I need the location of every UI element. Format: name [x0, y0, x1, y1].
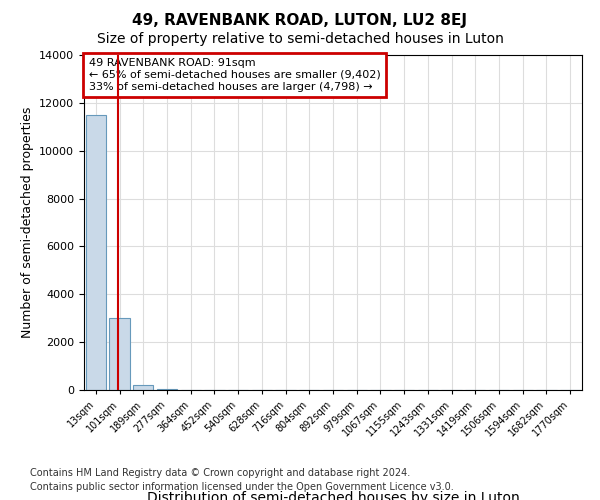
Bar: [109, 318, 130, 390]
Bar: [157, 389, 177, 390]
Text: Size of property relative to semi-detached houses in Luton: Size of property relative to semi-detach…: [97, 32, 503, 46]
Bar: [133, 385, 154, 390]
Text: 49 RAVENBANK ROAD: 91sqm
← 65% of semi-detached houses are smaller (9,402)
33% o: 49 RAVENBANK ROAD: 91sqm ← 65% of semi-d…: [89, 58, 381, 92]
Text: Contains HM Land Registry data © Crown copyright and database right 2024.: Contains HM Land Registry data © Crown c…: [30, 468, 410, 477]
Bar: [86, 115, 106, 390]
Text: Contains public sector information licensed under the Open Government Licence v3: Contains public sector information licen…: [30, 482, 454, 492]
Text: 49, RAVENBANK ROAD, LUTON, LU2 8EJ: 49, RAVENBANK ROAD, LUTON, LU2 8EJ: [133, 12, 467, 28]
X-axis label: Distribution of semi-detached houses by size in Luton: Distribution of semi-detached houses by …: [146, 491, 520, 500]
Y-axis label: Number of semi-detached properties: Number of semi-detached properties: [20, 107, 34, 338]
